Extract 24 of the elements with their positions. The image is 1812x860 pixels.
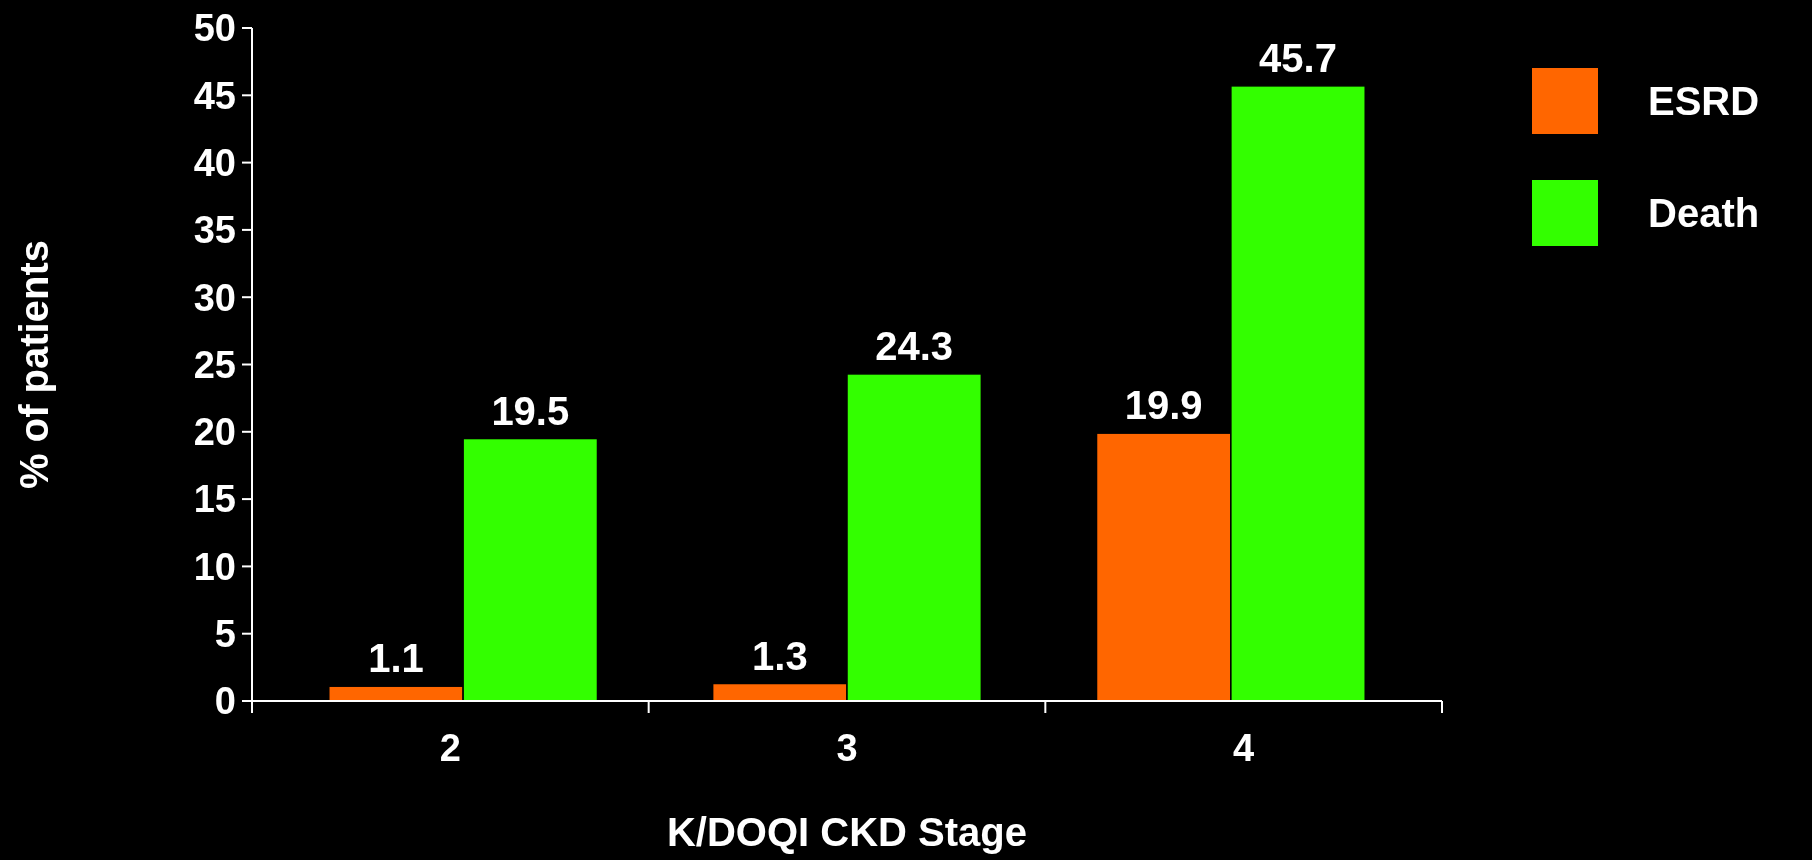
- data-label: 1.3: [752, 633, 808, 678]
- data-label: 19.5: [491, 388, 570, 433]
- y-tick-label: 50: [193, 7, 236, 50]
- x-tick-label: 4: [1233, 727, 1255, 769]
- data-label: 24.3: [875, 323, 954, 368]
- y-tick-label: 25: [193, 343, 236, 386]
- y-tick-label: 0: [214, 680, 236, 723]
- y-tick-label: 10: [193, 545, 236, 588]
- x-tick-label: 3: [836, 727, 858, 769]
- x-axis-title: K/DOQI CKD Stage: [666, 810, 1028, 854]
- y-tick-label: 35: [193, 209, 236, 252]
- y-tick-label: 20: [193, 411, 236, 454]
- y-tick-label: 15: [193, 478, 236, 521]
- data-label: 45.7: [1259, 35, 1337, 80]
- y-axis-title: % of patients: [12, 240, 56, 489]
- legend-label: ESRD: [1648, 79, 1760, 123]
- y-tick-label: 30: [193, 276, 236, 319]
- legend-label: Death: [1648, 191, 1760, 235]
- x-tick-label: 2: [439, 727, 461, 769]
- data-label: 1.1: [368, 636, 424, 681]
- y-tick-label: 45: [193, 74, 236, 117]
- y-tick-label: 5: [214, 613, 236, 655]
- data-label: 19.9: [1124, 383, 1203, 428]
- y-tick-label: 40: [193, 141, 236, 184]
